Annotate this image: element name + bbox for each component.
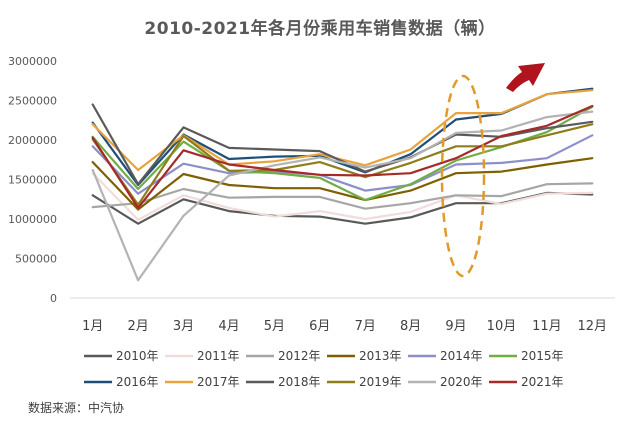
axis-layer: 0 500000 1000000 1500000 2000000 2500000 30000…: [8, 55, 615, 334]
x-tick-label: 5月: [264, 319, 285, 334]
series-line-2020年: [91, 110, 594, 282]
y-tick-label: 3000000: [8, 55, 57, 68]
y-tick-label: 1500000: [8, 174, 57, 187]
series-line-2011年: [91, 172, 594, 221]
x-tick-label: 9月: [445, 319, 466, 334]
series-line-2010年: [91, 191, 594, 225]
chart-title: 2010-2021年各月份乘用车销售数据（辆）: [144, 19, 496, 39]
x-tick-label: 7月: [355, 319, 376, 334]
annotation-layer: [440, 63, 545, 278]
y-tick-label: 2500000: [8, 95, 57, 108]
x-tick-label: 3月: [173, 319, 194, 334]
series-line-2019年: [91, 123, 594, 206]
y-tick-label: 0: [50, 292, 57, 305]
series-line-2018年: [91, 103, 594, 186]
legend-label: 2013年: [359, 349, 402, 363]
legend-label: 2011年: [197, 349, 240, 363]
source-note: 数据来源：中汽协: [28, 401, 125, 415]
legend-label: 2016年: [116, 375, 159, 389]
legend: 2010年 2011年 2012年 2013年 2014年 2015年 2016年 2017年…: [84, 349, 564, 389]
series-line-2014年: [91, 134, 594, 195]
legend-label: 2014年: [440, 349, 483, 363]
legend-label: 2019年: [359, 375, 402, 389]
x-tick-label: 10月: [487, 319, 517, 334]
y-tick-label: 1000000: [8, 213, 57, 226]
y-tick-label: 500000: [15, 253, 57, 266]
series-line-2012年: [91, 182, 594, 210]
series-line-2021年: [91, 104, 594, 209]
x-tick-label: 1月: [82, 319, 103, 334]
x-tick-label: 6月: [309, 319, 330, 334]
legend-label: 2010年: [116, 349, 159, 363]
september-highlight-ellipse: [440, 74, 486, 278]
x-tick-label: 8月: [400, 319, 421, 334]
x-tick-label: 4月: [218, 319, 239, 334]
x-tick-label: 12月: [578, 319, 608, 334]
legend-label: 2015年: [521, 349, 564, 363]
series-layer: [91, 87, 594, 282]
legend-label: 2017年: [197, 375, 240, 389]
x-tick-label: 2月: [127, 319, 148, 334]
legend-label: 2021年: [521, 375, 564, 389]
legend-label: 2018年: [278, 375, 321, 389]
y-tick-label: 2000000: [8, 134, 57, 147]
series-line-2013年: [91, 157, 594, 211]
trend-up-arrow-icon: [506, 63, 545, 92]
x-tick-label: 11月: [532, 319, 562, 334]
legend-label: 2012年: [278, 349, 321, 363]
series-line-2017年: [91, 89, 594, 172]
legend-label: 2020年: [440, 375, 483, 389]
